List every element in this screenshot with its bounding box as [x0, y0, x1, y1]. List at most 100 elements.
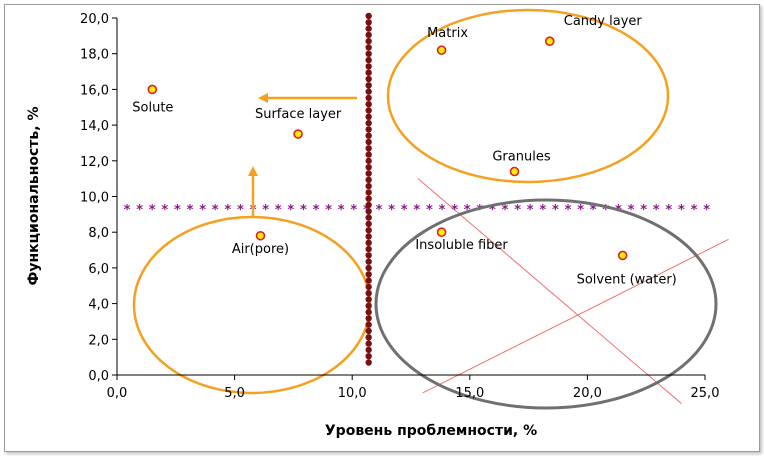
- x-tick-label: 10,0: [338, 386, 367, 401]
- y-tick-label: 0,0: [88, 369, 109, 384]
- v-divider-marker: [365, 245, 372, 253]
- h-divider-marker: *: [577, 203, 584, 218]
- v-divider-marker: [365, 201, 372, 209]
- data-point: [617, 250, 628, 261]
- y-tick-label: 2,0: [88, 333, 109, 348]
- arrow-up-head: [248, 166, 258, 176]
- v-divider-marker: [365, 182, 372, 190]
- v-divider-marker: [365, 220, 372, 228]
- h-divider-marker: *: [703, 203, 710, 218]
- v-divider-marker: [365, 94, 372, 102]
- h-divider-marker: *: [224, 203, 231, 218]
- y-tick-label: 4,0: [88, 298, 109, 313]
- data-point: [147, 84, 158, 95]
- v-divider-marker: [365, 239, 372, 246]
- v-divider-marker: [365, 195, 372, 202]
- v-divider-marker: [365, 308, 372, 316]
- h-divider-marker: *: [489, 203, 496, 218]
- v-divider-marker: [365, 101, 372, 108]
- v-divider-marker: [365, 12, 372, 20]
- h-divider-marker: *: [590, 203, 597, 218]
- x-tick-label: 25,0: [691, 386, 720, 401]
- v-divider-marker: [365, 283, 372, 291]
- h-divider-marker: *: [514, 203, 521, 218]
- v-divider-marker: [365, 227, 372, 234]
- h-divider-marker: *: [691, 203, 698, 218]
- data-point: [544, 36, 555, 47]
- trend-line-falling: [417, 178, 682, 404]
- h-divider-marker: *: [426, 203, 433, 218]
- v-divider-marker: [365, 164, 372, 171]
- v-divider-marker: [365, 258, 372, 265]
- v-divider-marker: [365, 75, 372, 83]
- v-divider-marker: [365, 19, 372, 26]
- v-divider-marker: [365, 334, 372, 341]
- v-divider-marker: [365, 264, 372, 272]
- x-axis-title: Уровень проблемности, %: [325, 423, 537, 439]
- v-divider-marker: [365, 126, 372, 133]
- trend-line-rising: [422, 238, 729, 394]
- data-point-label: Surface layer: [255, 107, 342, 122]
- v-divider-marker: [365, 327, 372, 335]
- h-divider-marker: *: [552, 203, 559, 218]
- chart-overlay: * * * * * * * * * * * * * * * * * * * * * * * * * * * * * * * * * * * * * * * *…: [124, 8, 729, 410]
- h-divider-marker: *: [350, 203, 357, 218]
- v-divider-marker: [365, 56, 372, 64]
- h-divider-marker: *: [338, 203, 345, 218]
- y-tick-label: 18,0: [80, 48, 109, 63]
- h-divider-marker: *: [149, 203, 156, 218]
- h-divider-marker: *: [502, 203, 509, 218]
- h-divider-marker: *: [388, 203, 395, 218]
- h-divider-marker: *: [653, 203, 660, 218]
- h-divider-marker: *: [187, 203, 194, 218]
- data-point-label: Granules: [492, 150, 550, 165]
- data-point: [255, 230, 266, 241]
- h-divider-marker: *: [439, 203, 446, 218]
- v-divider-marker: [365, 296, 372, 303]
- v-divider-marker: [365, 271, 372, 278]
- y-tick-label: 14,0: [80, 119, 109, 134]
- v-divider-marker: [365, 145, 372, 152]
- h-divider-marker: *: [325, 203, 332, 218]
- h-divider-marker: *: [476, 203, 483, 218]
- h-divider-marker: *: [262, 203, 269, 218]
- data-point-label: Matrix: [427, 26, 468, 41]
- v-divider-marker: [365, 31, 372, 39]
- v-divider-marker: [365, 359, 372, 366]
- cluster-ellipse-bottom-right: [374, 198, 718, 410]
- v-divider-marker: [365, 315, 372, 322]
- v-divider-marker: [365, 189, 372, 196]
- chart-frame: [4, 4, 760, 452]
- x-tick-label: 0,0: [107, 386, 128, 401]
- data-point-label: Insoluble fiber: [415, 238, 508, 253]
- h-divider-marker: *: [212, 203, 219, 218]
- v-divider-marker: [365, 208, 372, 215]
- x-tick-label: 20,0: [573, 386, 602, 401]
- arrow-left-head: [258, 93, 268, 103]
- data-point: [436, 45, 447, 55]
- v-divider-marker: [365, 176, 372, 183]
- h-divider-marker: *: [237, 203, 244, 218]
- y-tick-label: 10,0: [80, 191, 109, 206]
- v-divider-marker: [365, 353, 372, 360]
- y-tick-label: 6,0: [88, 262, 109, 277]
- data-point-label: Solvent (water): [577, 272, 677, 287]
- y-tick-label: 12,0: [80, 155, 109, 170]
- v-divider-marker: [365, 346, 372, 354]
- h-divider-marker: *: [602, 203, 609, 218]
- y-tick-label: 16,0: [80, 83, 109, 98]
- y-axis-title: Функциональность, %: [26, 107, 42, 286]
- v-divider-marker: [365, 113, 372, 121]
- h-divider-marker: *: [313, 203, 320, 218]
- v-divider-marker: [365, 252, 372, 259]
- h-divider-marker: *: [678, 203, 685, 218]
- v-divider-marker: [365, 340, 372, 347]
- v-divider-marker: [365, 233, 372, 240]
- h-divider-marker: *: [413, 203, 420, 218]
- v-divider-marker: [365, 63, 372, 70]
- v-divider-marker: [365, 88, 372, 95]
- data-point-label: Candy layer: [564, 14, 643, 29]
- v-divider-marker: [365, 290, 372, 297]
- h-divider-marker: *: [275, 203, 282, 218]
